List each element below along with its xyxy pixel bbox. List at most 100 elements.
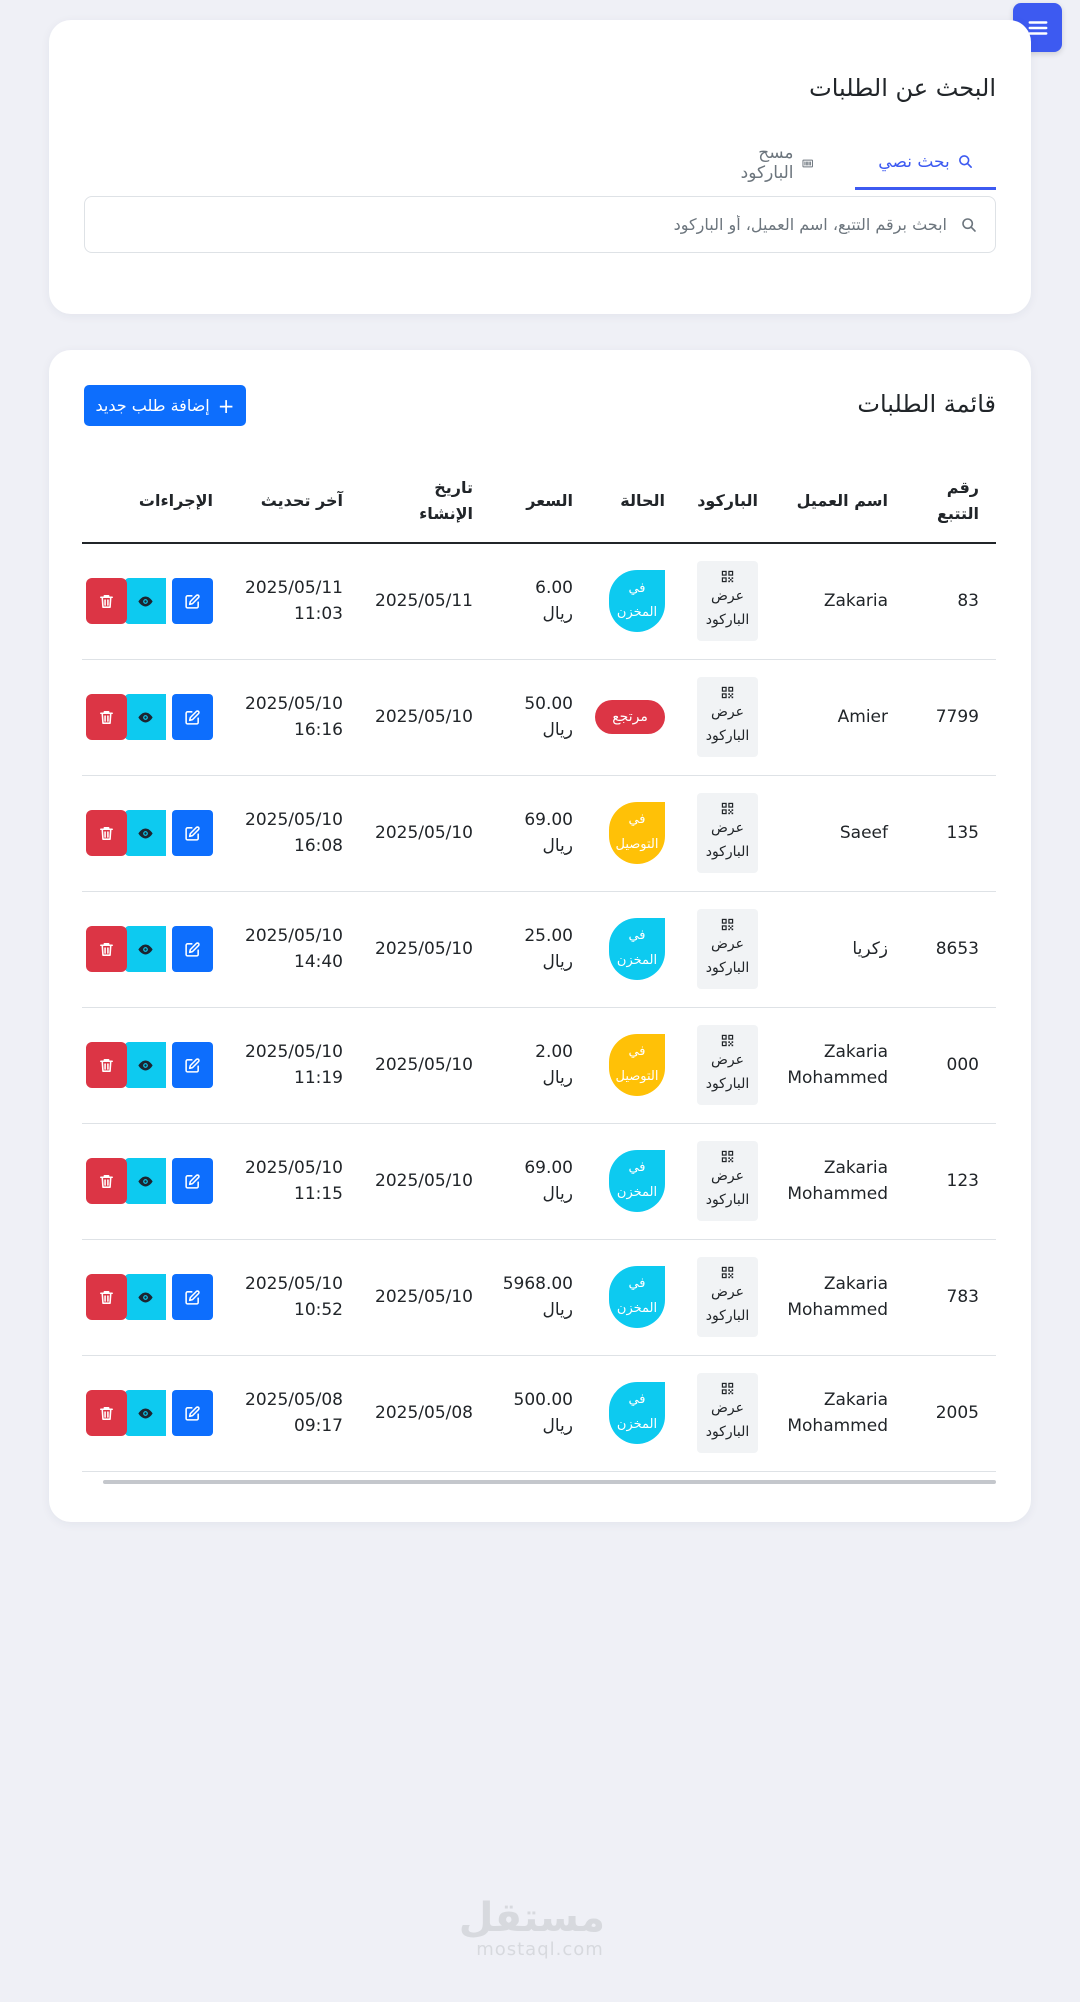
actions-cell — [82, 1355, 230, 1472]
updated-date-cell: 2025/05/10 16:16 — [230, 659, 360, 776]
qr-code-icon — [721, 1034, 734, 1046]
delete-button[interactable] — [86, 1274, 127, 1320]
edit-button[interactable] — [172, 1158, 213, 1204]
show-barcode-button[interactable]: عرض الباركود — [697, 561, 758, 642]
watermark-logo: مستقل mostaql.com — [458, 1895, 605, 1960]
add-order-button[interactable]: + إضافة طلب جديد — [84, 385, 246, 426]
created-date-cell: 2025/05/11 — [360, 543, 490, 660]
show-barcode-button[interactable]: عرض الباركود — [697, 909, 758, 989]
created-date-cell: 2025/05/10 — [360, 1239, 490, 1356]
eye-icon — [138, 828, 153, 838]
edit-icon — [185, 1173, 200, 1189]
column-header: رقم التتبع — [905, 460, 996, 544]
edit-button[interactable] — [172, 810, 213, 856]
view-button[interactable] — [125, 694, 166, 740]
trash-icon — [100, 1290, 113, 1304]
edit-button[interactable] — [172, 578, 213, 625]
delete-button[interactable] — [86, 1390, 127, 1436]
delete-button[interactable] — [86, 1158, 127, 1204]
edit-icon — [185, 825, 200, 841]
status-cell: مرتجع — [590, 659, 682, 776]
table-row: 83 Zakaria عرض الباركود في المخزن 6.00 ريال 2… — [82, 543, 996, 660]
table-row: 123 Zakaria Mohammed عرض الباركود في المخزن… — [82, 1123, 996, 1240]
trash-icon — [100, 942, 113, 956]
customer-name-cell: زكريا — [775, 891, 905, 1008]
table-row: 2005 Zakaria Mohammed عرض الباركود في المخز… — [82, 1355, 996, 1472]
column-header: آخر تحديث — [230, 460, 360, 544]
orders-card-title: قائمة الطلبات — [857, 390, 996, 418]
view-button[interactable] — [125, 578, 166, 625]
view-button[interactable] — [125, 1274, 166, 1320]
delete-button[interactable] — [86, 578, 127, 625]
show-barcode-button[interactable]: عرض الباركود — [697, 1025, 758, 1105]
tab-text-search[interactable]: بحث نصي — [855, 136, 996, 190]
delete-button[interactable] — [86, 694, 127, 740]
tab-barcode-scan-label: مسح الباركود — [740, 143, 794, 183]
barcode-cell: عرض الباركود — [682, 1123, 775, 1240]
customer-name-cell: Amier — [775, 659, 905, 776]
status-badge: في التوصيل — [609, 802, 665, 864]
edit-button[interactable] — [172, 1042, 213, 1088]
show-barcode-button[interactable]: عرض الباركود — [697, 677, 758, 757]
search-input[interactable] — [103, 215, 947, 234]
view-button[interactable] — [125, 1390, 166, 1436]
search-field — [84, 196, 996, 253]
tab-barcode-scan[interactable]: مسح الباركود — [700, 136, 835, 190]
customer-name-cell: Zakaria Mohammed — [775, 1239, 905, 1356]
updated-date-cell: 2025/05/08 09:17 — [230, 1355, 360, 1472]
price-cell: 5968.00 ريال — [490, 1239, 590, 1356]
show-barcode-label: عرض الباركود — [705, 587, 750, 628]
delete-button[interactable] — [86, 810, 127, 856]
show-barcode-label: عرض الباركود — [705, 1283, 750, 1324]
tracking-number-cell: 135 — [905, 775, 996, 892]
status-cell: في المخزن — [590, 1123, 682, 1240]
delete-button[interactable] — [86, 1042, 127, 1088]
tracking-number-cell: 8653 — [905, 891, 996, 1008]
status-badge: مرتجع — [595, 700, 665, 734]
tracking-number-cell: 83 — [905, 543, 996, 660]
orders-card: قائمة الطلبات + إضافة طلب جديد رقم التتب… — [49, 350, 1031, 1522]
table-row: 000 Zakaria Mohammed عرض الباركود في التوصي… — [82, 1007, 996, 1124]
updated-date-cell: 2025/05/11 11:03 — [230, 543, 360, 660]
barcode-cell: عرض الباركود — [682, 1007, 775, 1124]
actions-cell — [82, 1123, 230, 1240]
edit-button[interactable] — [172, 926, 213, 972]
barcode-cell: عرض الباركود — [682, 891, 775, 1008]
qr-code-icon — [721, 1150, 734, 1162]
show-barcode-button[interactable]: عرض الباركود — [697, 1141, 758, 1221]
show-barcode-button[interactable]: عرض الباركود — [697, 1373, 758, 1453]
eye-icon — [138, 944, 153, 954]
tracking-number-cell: 783 — [905, 1239, 996, 1356]
status-badge: في المخزن — [609, 1382, 665, 1444]
view-button[interactable] — [125, 1042, 166, 1088]
delete-button[interactable] — [86, 926, 127, 972]
hamburger-icon — [1028, 20, 1047, 35]
edit-icon — [185, 1057, 200, 1073]
actions-cell — [82, 1239, 230, 1356]
horizontal-scrollbar[interactable] — [103, 1480, 996, 1484]
edit-icon — [185, 1289, 200, 1305]
view-button[interactable] — [125, 926, 166, 972]
edit-button[interactable] — [172, 1274, 213, 1320]
created-date-cell: 2025/05/10 — [360, 659, 490, 776]
table-header-row: رقم التتبع اسم العميل الباركود الحالة ال… — [82, 460, 996, 544]
show-barcode-label: عرض الباركود — [705, 703, 750, 744]
show-barcode-button[interactable]: عرض الباركود — [697, 1257, 758, 1337]
edit-button[interactable] — [172, 694, 213, 740]
price-cell: 2.00 ريال — [490, 1007, 590, 1124]
edit-button[interactable] — [172, 1390, 213, 1436]
view-button[interactable] — [125, 1158, 166, 1204]
show-barcode-label: عرض الباركود — [705, 935, 750, 976]
qr-code-icon — [721, 1382, 734, 1394]
updated-date-cell: 2025/05/10 10:52 — [230, 1239, 360, 1356]
show-barcode-button[interactable]: عرض الباركود — [697, 793, 758, 873]
price-cell: 69.00 ريال — [490, 1123, 590, 1240]
table-row: 783 Zakaria Mohammed عرض الباركود في المخزن… — [82, 1239, 996, 1356]
column-header: تاريخ الإنشاء — [360, 460, 490, 544]
show-barcode-label: عرض الباركود — [705, 1399, 750, 1440]
trash-icon — [100, 1406, 113, 1420]
barcode-icon — [802, 159, 813, 167]
updated-date-cell: 2025/05/10 11:15 — [230, 1123, 360, 1240]
view-button[interactable] — [125, 810, 166, 856]
eye-icon — [138, 596, 153, 607]
